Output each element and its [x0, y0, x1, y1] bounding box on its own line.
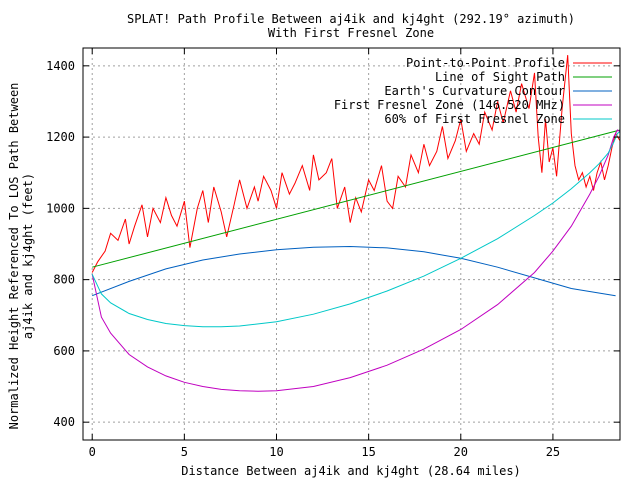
legend-label-2: Line of Sight Path [435, 70, 565, 84]
legend-label-4: First Fresnel Zone (146.520 MHz) [334, 98, 565, 112]
series-line-1 [91, 55, 621, 273]
x-tick-label: 5 [181, 445, 188, 459]
x-tick-label: 25 [546, 445, 560, 459]
y-tick-label: 1400 [46, 59, 75, 73]
y-tick-label: 1200 [46, 130, 75, 144]
chart-title: SPLAT! Path Profile Between aj4ik and kj… [127, 12, 575, 26]
y-tick-label: 600 [53, 344, 75, 358]
y-axis-label-line1: Normalized Height Referenced To LOS Path… [7, 83, 21, 430]
x-tick-label: 10 [269, 445, 283, 459]
x-tick-label: 15 [361, 445, 375, 459]
series-layer [91, 55, 621, 392]
series-line-2 [92, 129, 621, 268]
legend-label-1: Point-to-Point Profile [406, 56, 565, 70]
legend-label-5: 60% of First Fresnel Zone [384, 112, 565, 126]
y-tick-label: 800 [53, 273, 75, 287]
x-tick-labels: 0 5 10 15 20 25 [89, 445, 561, 459]
x-tick-label: 0 [89, 445, 96, 459]
x-tick-label: 20 [454, 445, 468, 459]
x-axis-label: Distance Between aj4ik and kj4ght (28.64… [181, 464, 521, 478]
grid-lines [83, 48, 620, 440]
series-line-5 [91, 131, 621, 328]
y-tick-label: 1000 [46, 201, 75, 215]
series-line-4 [91, 129, 621, 392]
legend-label-3: Earth's Curvature Contour [384, 84, 565, 98]
y-tick-labels: 400 600 800 1000 1200 1400 [46, 59, 75, 429]
y-axis-label-line2: aj4ik and kj4ght (feet) [21, 173, 35, 339]
chart-subtitle: With First Fresnel Zone [268, 26, 434, 40]
axis-ticks [83, 48, 620, 440]
series-line-3 [92, 245, 616, 297]
y-tick-label: 400 [53, 415, 75, 429]
plot-frame [82, 47, 621, 441]
